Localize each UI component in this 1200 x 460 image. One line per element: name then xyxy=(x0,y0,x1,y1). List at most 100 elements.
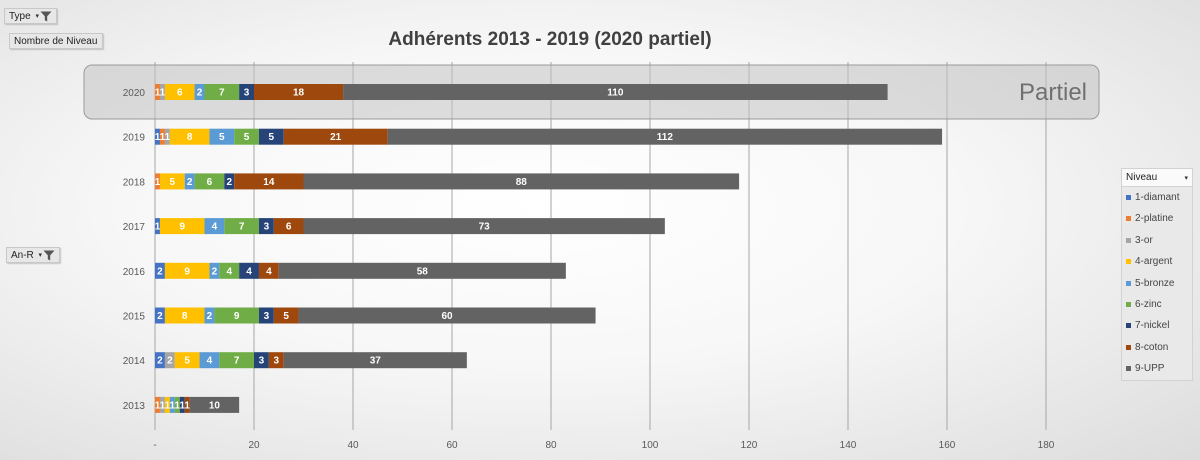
chart-title: Adhérents 2013 - 2019 (2020 partiel) xyxy=(388,29,712,50)
bar-data-label: 9 xyxy=(179,222,185,233)
bar-data-label: 1 xyxy=(155,132,161,143)
bar-data-label: 6 xyxy=(207,177,213,188)
bar-segment xyxy=(204,307,215,324)
bar-data-label: 5 xyxy=(219,132,225,143)
legend-header-button[interactable]: Niveau ▾ xyxy=(1122,169,1192,187)
bar-segment xyxy=(204,84,240,100)
legend-item: 7-nickel xyxy=(1126,320,1169,331)
row-field-label: An-R xyxy=(11,249,34,261)
bar-segment xyxy=(155,262,165,279)
value-field-button[interactable]: Nombre de Niveau xyxy=(9,33,103,49)
bar-data-label: 1 xyxy=(170,400,176,411)
x-tick-label: 140 xyxy=(840,440,857,451)
filter-icon xyxy=(40,11,52,21)
bar-data-label: 10 xyxy=(209,400,221,411)
bar-data-label: 5 xyxy=(170,177,176,188)
legend-label: 5-bronze xyxy=(1135,277,1175,289)
y-tick-label: 2017 xyxy=(123,222,146,233)
bar-segment xyxy=(273,218,304,235)
bar-segment xyxy=(184,396,190,413)
bar-data-label: 88 xyxy=(516,177,528,188)
bar-data-label: 2 xyxy=(157,311,163,322)
bar-data-label: 7 xyxy=(219,88,225,99)
bar-segment xyxy=(155,307,165,324)
x-tick-label: 20 xyxy=(248,440,260,451)
bar-segment xyxy=(164,262,210,279)
legend-swatch xyxy=(1126,195,1131,200)
bar-data-label: 8 xyxy=(182,311,188,322)
bar-segment xyxy=(159,128,165,145)
x-tick-label: 100 xyxy=(642,440,659,451)
bar-data-label: 1 xyxy=(179,400,185,411)
x-tick-label: 40 xyxy=(347,440,359,451)
x-tick-label: 120 xyxy=(741,440,758,451)
bar-data-label: 5 xyxy=(184,356,190,367)
bar-data-label: 37 xyxy=(370,356,382,367)
chevron-down-icon: ▾ xyxy=(1184,174,1188,182)
legend-label: 8-coton xyxy=(1135,341,1169,353)
bar-segment xyxy=(204,218,225,235)
filter-icon xyxy=(43,250,55,260)
bar-data-label: 2 xyxy=(226,177,232,188)
legend-swatch xyxy=(1126,344,1131,350)
bar-segment xyxy=(254,84,344,100)
y-tick-label: 2020 xyxy=(123,88,146,99)
legend-swatch xyxy=(1126,366,1131,372)
bar-data-label: 14 xyxy=(263,177,275,188)
type-filter-label: Type xyxy=(9,10,31,22)
bar-data-label: 5 xyxy=(269,132,275,143)
bar-segment xyxy=(155,173,160,190)
bar-data-label: 1 xyxy=(155,177,161,188)
x-tick-label: 180 xyxy=(1038,440,1055,451)
bar-data-label: 1 xyxy=(165,400,171,411)
bar-data-label: 2 xyxy=(167,356,173,367)
legend-item: 8-coton xyxy=(1126,342,1168,353)
bar-segment xyxy=(155,352,165,369)
bar-segment xyxy=(164,396,170,413)
bar-data-label: 110 xyxy=(607,88,624,99)
bar-segment xyxy=(224,173,235,190)
bar-segment xyxy=(194,173,225,190)
bar-data-label: 1 xyxy=(160,132,166,143)
bar-segment xyxy=(268,352,284,369)
bar-data-label: 60 xyxy=(441,311,453,322)
bar-segment xyxy=(169,128,210,145)
y-tick-label: 2014 xyxy=(123,356,146,367)
x-tick-label: 160 xyxy=(939,440,956,451)
bar-data-label: 1 xyxy=(160,400,166,411)
legend: Niveau ▾ 1-diamant 2-platine 3-or 4-argent 5… xyxy=(1121,168,1193,381)
bar-segment xyxy=(303,173,740,190)
value-field-label: Nombre de Niveau xyxy=(14,35,98,47)
bar-data-label: 2 xyxy=(187,177,193,188)
legend-item: 5-bronze xyxy=(1126,278,1174,289)
bar-segment xyxy=(234,128,259,145)
bar-data-label: 1 xyxy=(160,88,166,99)
legend-swatch xyxy=(1126,216,1131,222)
bar-segment xyxy=(159,218,205,235)
x-tick-label: 80 xyxy=(545,440,557,451)
bar-data-label: 21 xyxy=(330,132,342,143)
legend-item: 9-UPP xyxy=(1126,363,1164,374)
row-field-filter-button[interactable]: An-R ▾ xyxy=(6,247,60,263)
bar-data-label: 1 xyxy=(174,400,180,411)
bar-data-label: 9 xyxy=(234,311,240,322)
bar-data-label: 5 xyxy=(283,311,289,322)
legend-item: 2-platine xyxy=(1126,213,1173,224)
legend-item: 6-zinc xyxy=(1126,299,1162,310)
type-filter-button[interactable]: Type ▾ xyxy=(4,8,57,24)
bar-data-label: 1 xyxy=(184,400,190,411)
y-tick-label: 2016 xyxy=(123,267,146,278)
bar-data-label: 9 xyxy=(184,266,190,277)
bar-data-label: 2 xyxy=(207,311,213,322)
bar-data-label: 4 xyxy=(207,356,213,367)
bar-data-label: 3 xyxy=(273,356,279,367)
bar-segment xyxy=(179,396,185,413)
bar-segment xyxy=(258,262,279,279)
bar-data-label: 5 xyxy=(244,132,250,143)
legend-label: 4-argent xyxy=(1135,256,1173,268)
bar-segment xyxy=(159,84,165,100)
bar-segment xyxy=(164,352,175,369)
bar-segment xyxy=(209,128,235,145)
legend-label: 3-or xyxy=(1135,234,1153,246)
